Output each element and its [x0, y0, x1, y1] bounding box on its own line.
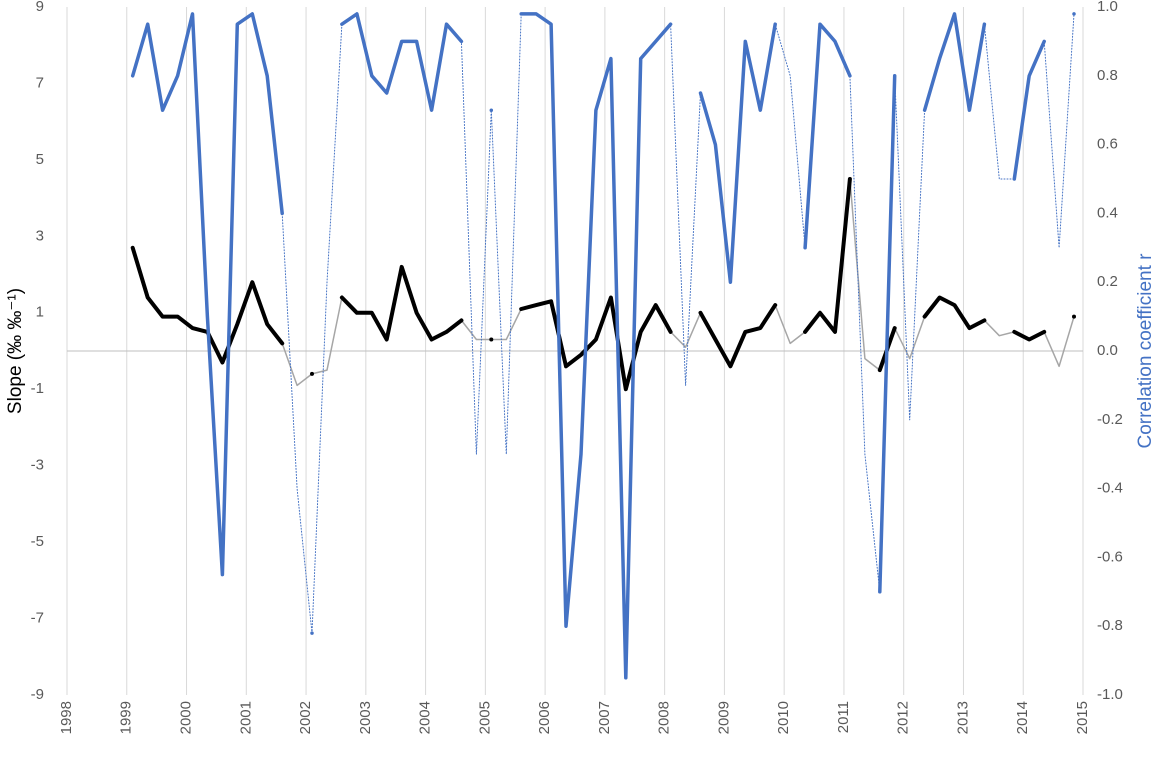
x-tick-label: 2004 [417, 701, 434, 734]
series-line [130, 177, 1076, 392]
x-tick-label: 2009 [715, 701, 732, 734]
x-tick-label: 2008 [656, 701, 673, 734]
x-tick-label: 2007 [596, 701, 613, 734]
y-tick-label: -5 [31, 533, 44, 550]
y-tick-label: -9 [31, 686, 44, 703]
y-tick-label: -1 [31, 380, 44, 397]
y2-tick-label: 0.6 [1097, 136, 1118, 153]
y2-tick-label: -0.2 [1097, 411, 1123, 428]
x-tick-label: 2001 [237, 701, 254, 734]
y2-tick-label: 1.0 [1097, 0, 1118, 15]
y-tick-label: 7 [36, 74, 44, 91]
x-tick-label: 2014 [1014, 701, 1031, 734]
y2-tick-label: -1.0 [1097, 686, 1123, 703]
series-line [132, 13, 1075, 679]
y2-tick-label: -0.4 [1097, 480, 1123, 497]
y2-tick-label: 0.8 [1097, 67, 1118, 84]
y-tick-label: -7 [31, 610, 44, 627]
y-tick-label: 5 [36, 151, 44, 168]
y-tick-label: -3 [31, 457, 44, 474]
x-tick-label: 2015 [1074, 701, 1091, 734]
y2-axis-title: Correlation coefficient r [1135, 253, 1156, 449]
y-tick-label: 1 [36, 304, 44, 321]
series-line [131, 178, 1075, 390]
x-tick-label: 2003 [357, 701, 374, 734]
y2-tick-label: 0.2 [1097, 273, 1118, 290]
x-tick-label: 2011 [835, 701, 852, 733]
x-tick-label: 2013 [954, 701, 971, 734]
y-tick-label: 3 [36, 227, 44, 244]
x-tick-label: 2005 [476, 701, 493, 734]
x-tick-label: 2010 [775, 701, 792, 734]
x-tick-label: 1998 [58, 701, 75, 734]
x-tick-label: 2000 [177, 701, 194, 734]
y2-tick-label: -0.6 [1097, 548, 1123, 565]
series-line [130, 12, 1076, 680]
y2-tick-label: 0.0 [1097, 342, 1118, 359]
x-tick-label: 2002 [297, 701, 314, 734]
x-tick-label: 1999 [118, 701, 135, 734]
y2-tick-label: -0.8 [1097, 617, 1123, 634]
y-tick-label: 9 [36, 0, 44, 15]
y-axis-title: Slope (‰ ‰⁻¹) [5, 288, 26, 414]
x-tick-label: 2012 [895, 701, 912, 734]
x-tick-label: 2006 [536, 701, 553, 734]
y2-tick-label: 0.4 [1097, 204, 1118, 221]
